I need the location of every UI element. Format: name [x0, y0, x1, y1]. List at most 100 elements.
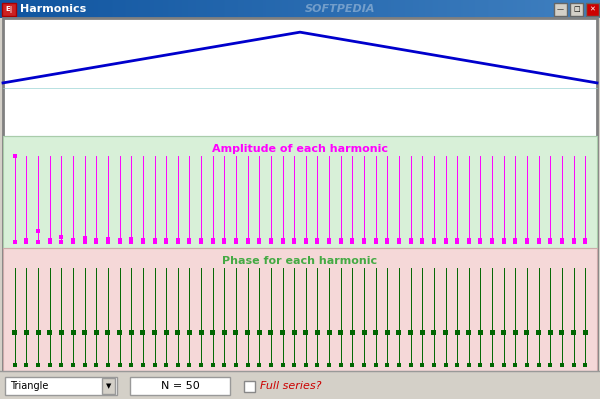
Bar [327, 240, 331, 244]
Bar [596, 0, 597, 18]
Bar [178, 0, 179, 18]
Bar [153, 0, 154, 18]
Bar [5, 377, 117, 395]
Bar [266, 0, 267, 18]
Bar [342, 0, 343, 18]
Bar [270, 0, 271, 18]
Bar [583, 330, 587, 335]
Bar [430, 0, 431, 18]
Bar [325, 0, 326, 18]
Bar [317, 0, 318, 18]
Bar [586, 3, 599, 16]
Bar [583, 0, 584, 18]
Bar [478, 363, 482, 367]
Text: ▼: ▼ [106, 383, 111, 389]
Bar [7, 0, 8, 18]
Bar [328, 0, 329, 18]
Bar [569, 0, 570, 18]
Bar [229, 0, 230, 18]
Text: Phase for each harmonic: Phase for each harmonic [223, 256, 377, 266]
Bar [29, 0, 30, 18]
Bar [544, 0, 545, 18]
Bar [316, 240, 319, 244]
Bar [187, 238, 191, 242]
Bar [41, 0, 42, 18]
Bar [164, 240, 168, 244]
Bar [450, 0, 451, 18]
Bar [553, 0, 554, 18]
Text: Full series?: Full series? [260, 381, 322, 391]
Bar [315, 330, 320, 335]
Bar [448, 0, 449, 18]
Bar [378, 0, 379, 18]
Bar [411, 0, 412, 18]
Bar [443, 330, 448, 335]
Bar [504, 0, 505, 18]
Bar [585, 0, 586, 18]
Bar [452, 0, 453, 18]
Bar [397, 363, 401, 367]
Bar [350, 240, 355, 244]
Bar [514, 0, 515, 18]
Bar [318, 0, 319, 18]
Bar [307, 0, 308, 18]
Bar [474, 0, 475, 18]
Bar [193, 0, 194, 18]
Bar [386, 0, 387, 18]
Bar [546, 0, 547, 18]
Bar [329, 0, 330, 18]
Bar [390, 0, 391, 18]
Bar [69, 0, 70, 18]
Bar [572, 238, 575, 242]
Bar [489, 0, 490, 18]
Bar [572, 0, 573, 18]
Bar [524, 0, 525, 18]
Bar [121, 0, 122, 18]
Bar [0, 371, 600, 399]
Bar [154, 0, 155, 18]
Bar [427, 0, 428, 18]
Bar [374, 0, 375, 18]
Bar [303, 0, 304, 18]
Bar [533, 0, 534, 18]
Bar [269, 363, 273, 367]
Bar [478, 0, 479, 18]
Bar [484, 0, 485, 18]
Bar [559, 330, 565, 335]
Bar [97, 0, 98, 18]
Bar [368, 0, 369, 18]
Bar [28, 0, 29, 18]
Bar [180, 0, 181, 18]
Bar [199, 363, 203, 367]
Bar [560, 238, 564, 242]
Bar [395, 0, 396, 18]
Bar [106, 240, 110, 244]
Bar [119, 0, 120, 18]
Bar [548, 330, 553, 335]
Bar [334, 0, 335, 18]
Bar [286, 0, 287, 18]
Text: —: — [557, 6, 564, 12]
Bar [47, 330, 52, 335]
Bar [95, 0, 96, 18]
Bar [280, 0, 281, 18]
Bar [547, 0, 548, 18]
Bar [516, 0, 517, 18]
Bar [559, 0, 560, 18]
Bar [281, 238, 284, 242]
Bar [129, 237, 133, 241]
Bar [129, 0, 130, 18]
Bar [587, 0, 588, 18]
Bar [279, 0, 280, 18]
Bar [122, 0, 123, 18]
Bar [175, 0, 176, 18]
Bar [490, 0, 491, 18]
Bar [36, 240, 40, 244]
Bar [42, 0, 43, 18]
Bar [530, 0, 531, 18]
Bar [467, 363, 471, 367]
Bar [599, 0, 600, 18]
Bar [50, 0, 51, 18]
Bar [488, 0, 489, 18]
Bar [536, 240, 541, 244]
